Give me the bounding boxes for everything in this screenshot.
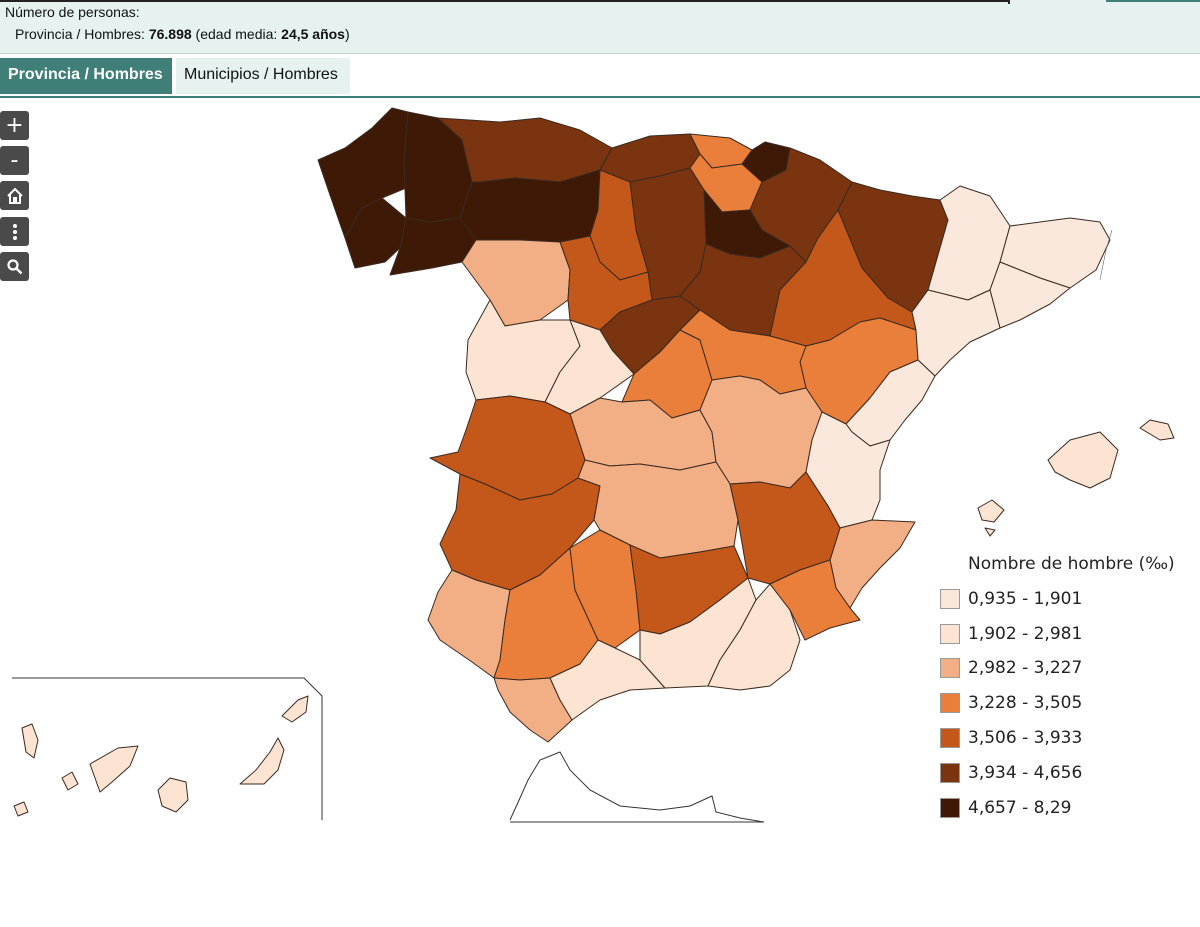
- region-albacete[interactable]: [729, 471, 841, 585]
- tab-bar: Provincia / Hombres Municipios / Hombres: [0, 58, 1200, 98]
- north-africa-outline: [509, 751, 765, 823]
- legend-swatch: [940, 763, 960, 783]
- search-button[interactable]: [0, 252, 29, 281]
- legend-label: 3,228 - 3,505: [968, 693, 1083, 713]
- region-la-palma[interactable]: [21, 723, 39, 759]
- legend-swatch: [940, 798, 960, 818]
- region-huelva[interactable]: [427, 569, 511, 679]
- region-barcelona[interactable]: [989, 261, 1071, 329]
- legend-swatch: [940, 728, 960, 748]
- summary-age-prefix: (edad media:: [191, 26, 282, 42]
- legend-item: 2,982 - 3,227: [940, 656, 1082, 680]
- frame-edge: [0, 0, 1010, 2]
- frame-edge-corner: [1008, 0, 1010, 4]
- legend-item: 1,902 - 2,981: [940, 622, 1082, 646]
- legend-label: 3,934 - 4,656: [968, 763, 1083, 783]
- summary-line: Provincia / Hombres: 76.898 (edad media:…: [15, 26, 350, 42]
- summary-count: 76.898: [148, 26, 192, 42]
- legend-item: 4,657 - 8,29: [940, 796, 1071, 820]
- region-el-hierro[interactable]: [13, 801, 29, 817]
- choropleth-map[interactable]: [0, 96, 1200, 836]
- summary-label: Número de personas:: [5, 4, 140, 20]
- summary-panel: Número de personas: Provincia / Hombres:…: [0, 0, 1200, 54]
- zoom-out-button[interactable]: -: [0, 146, 29, 175]
- region-menorca[interactable]: [1139, 419, 1175, 441]
- legend-swatch: [940, 658, 960, 678]
- legend-swatch: [940, 624, 960, 644]
- legend-title: Nombre de hombre (‰): [968, 554, 1175, 574]
- more-vertical-icon: [12, 223, 17, 240]
- more-button[interactable]: [0, 217, 29, 246]
- region-la-gomera[interactable]: [61, 771, 79, 791]
- legend-swatch: [940, 693, 960, 713]
- legend-label: 2,982 - 3,227: [968, 658, 1083, 678]
- region-zamora[interactable]: [461, 239, 571, 327]
- region-alicante[interactable]: [829, 519, 916, 609]
- region-murcia[interactable]: [769, 559, 861, 641]
- legend-label: 3,506 - 3,933: [968, 728, 1083, 748]
- home-icon: [6, 187, 23, 204]
- legend-item: 3,506 - 3,933: [940, 726, 1082, 750]
- region-caceres[interactable]: [429, 395, 586, 501]
- region-cadiz[interactable]: [493, 677, 573, 743]
- legend-label: 1,902 - 2,981: [968, 624, 1083, 644]
- legend-label: 4,657 - 8,29: [968, 798, 1072, 818]
- summary-line-prefix: Provincia / Hombres:: [15, 26, 149, 42]
- accent-strip: [1106, 0, 1200, 2]
- canary-inset-frame: [12, 677, 323, 820]
- legend-swatch: [940, 589, 960, 609]
- zoom-in-button[interactable]: +: [0, 111, 29, 140]
- legend-item: 3,228 - 3,505: [940, 691, 1082, 715]
- coastline: [1099, 229, 1113, 281]
- tab-municipios-hombres[interactable]: Municipios / Hombres: [176, 58, 350, 94]
- legend-label: 0,935 - 1,901: [968, 589, 1083, 609]
- region-ibiza[interactable]: [977, 499, 1005, 523]
- region-fuerteventura[interactable]: [239, 737, 285, 785]
- region-lanzarote[interactable]: [281, 695, 309, 723]
- home-button[interactable]: [0, 181, 29, 210]
- region-formentera[interactable]: [984, 527, 996, 537]
- region-mallorca[interactable]: [1047, 431, 1119, 489]
- search-icon: [6, 258, 22, 274]
- legend-item: 3,934 - 4,656: [940, 761, 1082, 785]
- region-gran-canaria[interactable]: [157, 777, 189, 813]
- legend-item: 0,935 - 1,901: [940, 587, 1082, 611]
- summary-age: 24,5 años: [281, 26, 345, 42]
- region-tenerife[interactable]: [89, 745, 139, 793]
- region-tarragona[interactable]: [911, 289, 1001, 377]
- tab-provincia-hombres[interactable]: Provincia / Hombres: [0, 58, 172, 94]
- summary-age-suffix: ): [344, 26, 350, 42]
